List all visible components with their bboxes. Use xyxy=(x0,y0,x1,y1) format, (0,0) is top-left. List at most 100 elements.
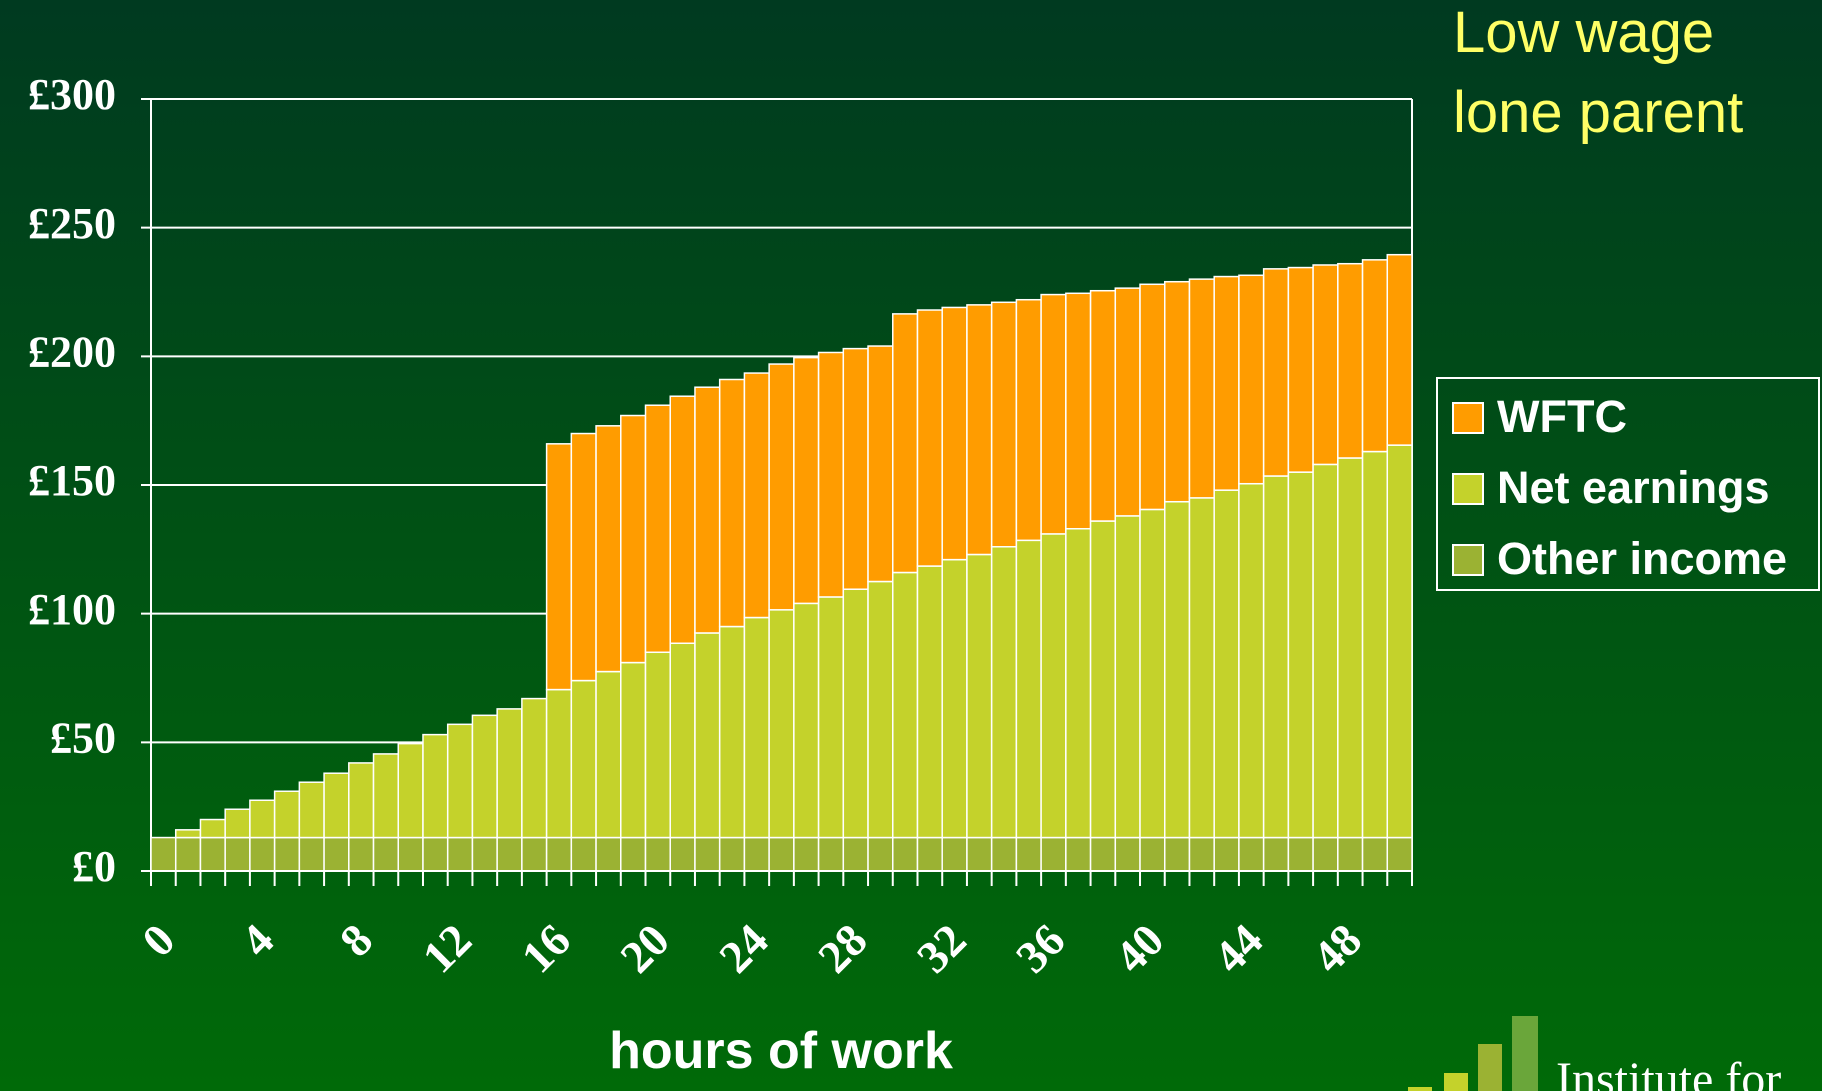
bar-segment xyxy=(990,301,1018,548)
legend-label: Other income xyxy=(1497,533,1787,584)
bar-segment xyxy=(817,351,845,598)
y-tick-label: £200 xyxy=(28,327,116,376)
bar-segment xyxy=(916,565,943,839)
bar-segment xyxy=(669,642,696,839)
x-tick-label: 48 xyxy=(1303,914,1372,983)
logo: Institute for xyxy=(1408,1016,1781,1091)
bar-segment xyxy=(1361,836,1389,872)
bar-segment xyxy=(496,708,523,839)
bar-segment xyxy=(1188,278,1215,499)
bar-segment xyxy=(842,588,869,839)
bar-segment xyxy=(793,356,820,605)
bar-segment xyxy=(743,372,770,619)
bar-segment xyxy=(842,836,869,872)
x-tick-label: 44 xyxy=(1204,914,1273,983)
bar-segment xyxy=(348,762,375,839)
bar-segment xyxy=(471,836,498,872)
bar-segment xyxy=(372,836,400,872)
bar-segment xyxy=(1238,274,1265,485)
x-tick-label: 0 xyxy=(132,914,184,966)
legend-swatch xyxy=(1452,473,1484,505)
bar-segment xyxy=(1163,836,1191,872)
bar-segment xyxy=(1312,836,1339,872)
bar-segment xyxy=(224,836,251,872)
bar-segment xyxy=(348,836,375,872)
bar-segment xyxy=(990,546,1018,839)
bar-segment xyxy=(694,836,721,872)
bar-segment xyxy=(595,836,622,872)
bar-segment xyxy=(273,836,301,872)
x-tick-label: 8 xyxy=(330,914,382,966)
bar-segment xyxy=(545,836,573,872)
bar-segment xyxy=(199,836,226,872)
bar-segment xyxy=(892,571,919,839)
bar-segment xyxy=(298,781,325,839)
x-tick-label: 32 xyxy=(907,914,976,983)
bar-segment xyxy=(867,580,894,839)
bar-segment xyxy=(768,836,795,872)
bar-segment xyxy=(1262,836,1290,872)
bar-segment xyxy=(595,425,622,673)
bar-segment xyxy=(694,386,721,634)
bar-segment xyxy=(966,836,993,872)
bar-segment xyxy=(1114,287,1141,517)
bar-segment xyxy=(1386,836,1413,872)
bar-segment xyxy=(1040,533,1067,839)
bar-segment xyxy=(1238,482,1265,839)
bar-segment xyxy=(1188,497,1215,839)
bar-segment xyxy=(620,414,647,664)
bar-segment xyxy=(1386,444,1413,839)
bar-segment xyxy=(273,790,301,839)
bar-segment xyxy=(570,432,597,682)
bar-segment xyxy=(644,404,671,654)
bar-segment xyxy=(1163,500,1191,839)
bar-segment xyxy=(1040,293,1067,535)
bar-segment xyxy=(249,836,276,872)
logo-text: Institute for xyxy=(1556,1053,1781,1091)
bar-segment xyxy=(1089,836,1117,872)
bar-segment xyxy=(892,836,919,872)
y-tick-label: £0 xyxy=(72,842,116,891)
bar-segment xyxy=(669,836,696,872)
bar-segment xyxy=(298,836,325,872)
bar-segment xyxy=(1361,259,1389,453)
bar-segment xyxy=(669,395,696,645)
bar-segment xyxy=(892,313,919,574)
bar-segment xyxy=(1114,515,1141,839)
bar-segment xyxy=(743,836,770,872)
bar-segment xyxy=(1312,463,1339,839)
bar-segment xyxy=(941,306,968,561)
x-tick-label: 28 xyxy=(808,914,877,983)
legend-swatch xyxy=(1452,544,1484,576)
bar-segment xyxy=(1065,292,1092,530)
bar-segment xyxy=(718,625,746,839)
bar-segment xyxy=(1287,266,1314,473)
bar-segment xyxy=(842,347,869,590)
bar-segment xyxy=(471,714,498,839)
bar-segment xyxy=(1139,836,1166,872)
bar-segment xyxy=(1139,508,1166,839)
bar-segment xyxy=(966,304,993,556)
bar-segment xyxy=(174,829,202,839)
bar-segment xyxy=(620,661,647,839)
bar-segment xyxy=(422,836,449,872)
bar-segment xyxy=(1089,520,1117,839)
bar-segment xyxy=(249,799,276,839)
bar-segment xyxy=(1337,262,1364,459)
bar-segment xyxy=(941,558,968,839)
y-tick-label: £250 xyxy=(28,199,116,248)
bar-segment xyxy=(990,836,1018,872)
bar-segment xyxy=(817,596,845,839)
bar-segment xyxy=(867,345,894,583)
x-axis-label: hours of work xyxy=(609,1022,953,1080)
bar-segment xyxy=(1213,836,1240,872)
bar-segment xyxy=(570,836,597,872)
bar-segment xyxy=(1015,836,1042,872)
bar-segment xyxy=(224,808,251,839)
legend-box xyxy=(1436,377,1820,591)
bar-segment xyxy=(1213,489,1240,839)
bar-segment xyxy=(941,836,968,872)
bar-segment xyxy=(1065,527,1092,839)
